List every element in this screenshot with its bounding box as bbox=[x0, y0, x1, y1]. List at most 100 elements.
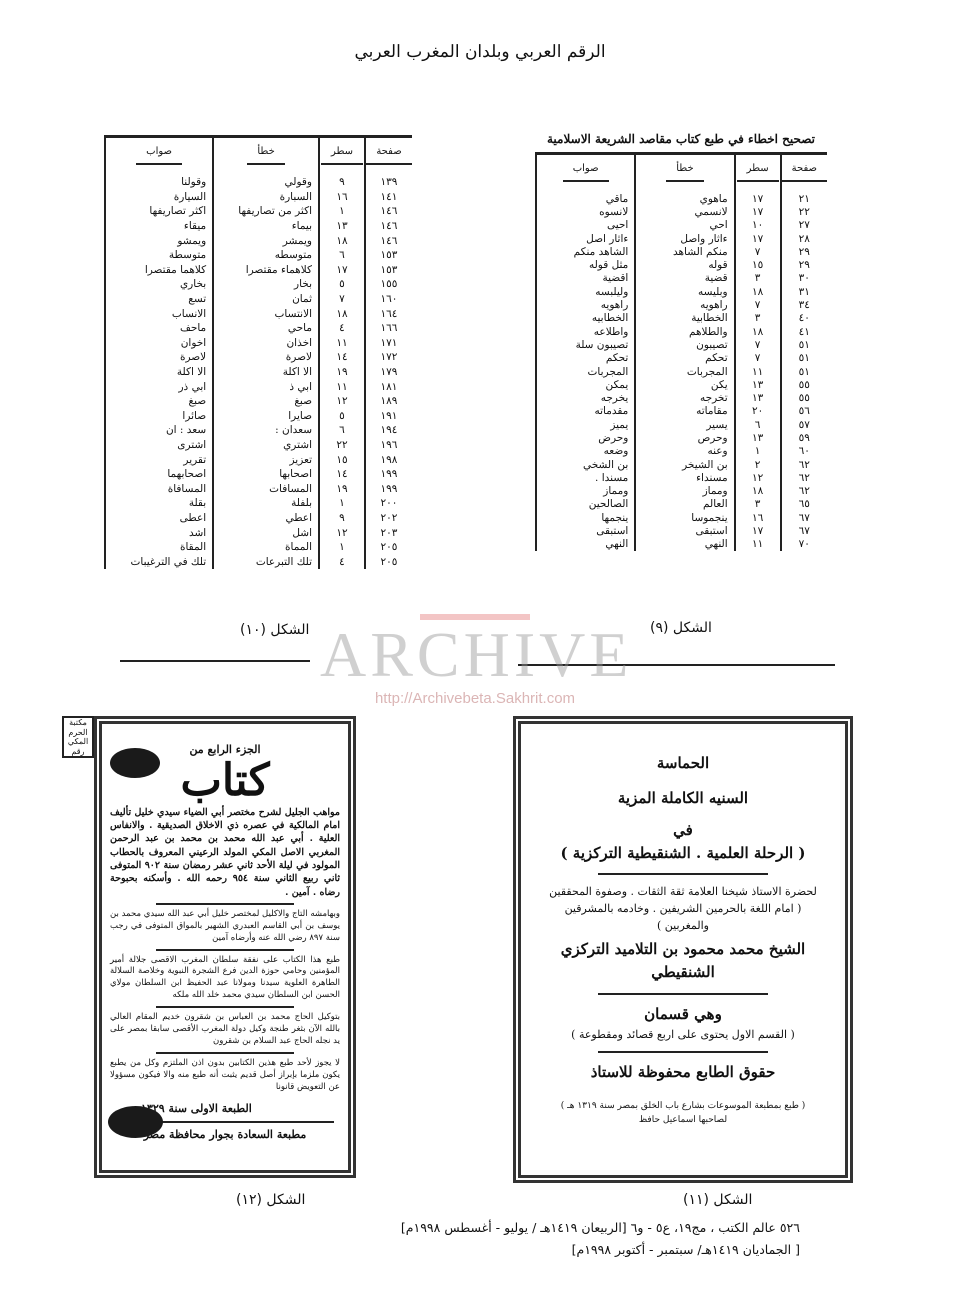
cell-line: ٢٠ bbox=[733, 404, 781, 419]
tp-line: لحضرة الاستاذ شيخنا العلامة ثقة الثقات .… bbox=[549, 885, 817, 898]
cell-correct: يمكن bbox=[605, 378, 629, 391]
header-line: سطر bbox=[320, 146, 364, 165]
cell-page: ١٩٩ bbox=[364, 481, 412, 497]
divider bbox=[597, 873, 769, 875]
cell-wrong: متوسطه bbox=[212, 247, 319, 263]
cell-page: ٦٧ bbox=[779, 511, 827, 525]
cell-wrong: قوله bbox=[634, 258, 735, 272]
cell-page: ٥٦ bbox=[779, 404, 827, 419]
cell-correct: وليلبسه bbox=[595, 285, 629, 298]
footer-citation-2: [ الجماديان ١٤١٩هـ/ سبتمبر - أكتوبر ١٩٩٨… bbox=[571, 1242, 800, 1257]
header-correct: صواب bbox=[562, 163, 609, 182]
cell-page: ٢٩ bbox=[779, 258, 827, 272]
cell-wrong: اشتري bbox=[212, 437, 319, 453]
cell-correct: مقدماته bbox=[594, 405, 629, 418]
cell-page: ١٧٢ bbox=[364, 350, 412, 365]
cell-correct: ينجمها bbox=[601, 511, 629, 524]
cell-line: ١٨ bbox=[733, 324, 781, 339]
cell-page: ٢٠٢ bbox=[364, 510, 412, 526]
cell-page: ١٨٩ bbox=[364, 393, 412, 409]
cell-line: ١١ bbox=[733, 537, 781, 552]
table-row: ٥٦ ٢٠ مقاماته مقدماته bbox=[536, 404, 827, 419]
cell-page: ١٤٦ bbox=[364, 218, 412, 234]
cell-correct: الانساب bbox=[171, 307, 207, 320]
tp-line: مواهب الجليل لشرح مختصر أبي الضياء سيدي … bbox=[110, 806, 341, 898]
divider bbox=[597, 1050, 769, 1053]
table-row: ٣٠ ٣ قضية اقضية bbox=[536, 271, 827, 286]
cell-page: ٦٢ bbox=[779, 484, 827, 498]
cell-line: ٧ bbox=[733, 298, 781, 312]
table-row: ٢٩ ١٥ قوله مثل قوله bbox=[536, 258, 827, 272]
cell-wrong: تلك التبرعات bbox=[212, 554, 319, 570]
cell-line: ١٦ bbox=[318, 189, 365, 205]
cell-wrong: الخطابية bbox=[634, 311, 735, 325]
cell-page: ٥٥ bbox=[779, 378, 827, 392]
table-row: ٥٥ ١٣ تخرجه يخرجه bbox=[536, 391, 827, 405]
cell-correct: وقولنا bbox=[181, 176, 207, 189]
cell-correct: يميز bbox=[610, 418, 629, 431]
cell-line: ٦ bbox=[318, 247, 365, 263]
cell-line: ١٧ bbox=[733, 524, 781, 538]
cell-page: ١٦٤ bbox=[364, 306, 412, 321]
cell-page: ٦٠ bbox=[779, 444, 827, 458]
cell-wrong: اعطي bbox=[212, 510, 319, 526]
cell-correct: كلاهما مقتصرا bbox=[144, 263, 207, 276]
cell-correct: لاصرة bbox=[179, 351, 207, 364]
cell-correct: اشترى bbox=[177, 438, 207, 451]
footer-citation: ٥٢٦ عالم الكتب ، مج١٩، ع٥ - و٦ [الربيعان… bbox=[400, 1220, 800, 1235]
table-row: ٢٧ ١٠ احي احيى bbox=[536, 218, 827, 232]
table-row: ١٧٩ ١٩ الا اكلة الا اكلة bbox=[105, 364, 412, 380]
cell-line: ٧ bbox=[733, 245, 781, 259]
cell-correct: استبقى bbox=[596, 525, 629, 538]
cell-line: ١٨ bbox=[733, 484, 781, 498]
table-row: ١٤١ ١٦ السبارة السيارة bbox=[105, 189, 412, 205]
cell-page: ٥٩ bbox=[779, 431, 827, 445]
cell-correct: ويمشو bbox=[177, 234, 207, 247]
cell-wrong: المجربات bbox=[634, 364, 735, 379]
cell-page: ١٥٥ bbox=[364, 277, 412, 292]
cell-correct: المقاة bbox=[179, 541, 207, 554]
cell-correct: يخرجه bbox=[600, 392, 629, 405]
table-row: ١٩٨ ١٥ تعزيز تقرير bbox=[105, 452, 412, 467]
table-row: ٣٤ ٧ راهويه راهويه bbox=[536, 298, 827, 312]
table-row: ٤٠ ٣ الخطابية الخطابيه bbox=[536, 311, 827, 325]
cell-correct: ومماز bbox=[603, 485, 629, 498]
cell-wrong: لانسمي bbox=[634, 205, 735, 219]
cell-correct: الخطابيه bbox=[591, 312, 629, 325]
cell-wrong: الانتساب bbox=[212, 306, 319, 321]
cell-line: ٥ bbox=[318, 277, 365, 292]
tp-line: لا يجوز لأحد طبع هذين الكتابين بدون اذن … bbox=[110, 1057, 340, 1092]
header-page: صفحة bbox=[366, 146, 412, 165]
cell-correct: تسع bbox=[188, 293, 207, 306]
seal-stamp-icon bbox=[110, 748, 160, 778]
table-row: ١٦٠ ٧ ثمان تسع bbox=[105, 291, 412, 307]
cell-correct: صائرا bbox=[182, 409, 207, 422]
tp-line: الحماسة bbox=[656, 754, 710, 772]
cell-wrong: بخار bbox=[212, 277, 319, 292]
cell-line: ٤ bbox=[318, 554, 365, 570]
header-correct: صواب bbox=[136, 146, 183, 165]
cell-wrong: صبغ bbox=[212, 393, 319, 409]
figure12-caption: الشكل (١٢) bbox=[236, 1192, 306, 1208]
cell-correct: الصالحين bbox=[588, 498, 629, 511]
cell-page: ٣٤ bbox=[779, 298, 827, 312]
header-page: صفحة bbox=[781, 163, 827, 182]
cell-wrong: اخذان bbox=[212, 335, 319, 351]
cell-page: ٣٠ bbox=[779, 271, 827, 286]
table-row: ٣١ ١٨ وبليسه وليلبسه bbox=[536, 285, 827, 299]
cell-wrong: بلفلة bbox=[212, 496, 319, 511]
table-row: ١٧١ ١١ اخذان اخوان bbox=[105, 335, 412, 351]
table-row: ٦٥ ٣ العالم الصالحين bbox=[536, 497, 827, 512]
cell-page: ١٩١ bbox=[364, 408, 412, 424]
cell-line: ١ bbox=[318, 204, 365, 219]
errata-table: صفحة سطر خطأ صواب ١٣٩ ٩ وقولي وقولنا ١٤١ ١٦ ال… bbox=[104, 135, 412, 570]
cell-line: ١٣ bbox=[733, 431, 781, 445]
cell-correct: المسافاة bbox=[167, 482, 207, 495]
tp-line: في bbox=[673, 820, 693, 839]
figure11-title-page: الحماسة السنيه الكاملة المزية في ( الرحل… bbox=[513, 716, 853, 1183]
table-row: ٢٩ ٧ منكم الشاهد الشاهد منكم bbox=[536, 245, 827, 259]
table-row: ١٩٩ ١٤ اصحابها اصحابهما bbox=[105, 466, 412, 482]
header-wrong: خطأ bbox=[666, 163, 704, 182]
cell-wrong: لاصرة bbox=[212, 350, 319, 365]
cell-page: ٥٥ bbox=[779, 391, 827, 405]
